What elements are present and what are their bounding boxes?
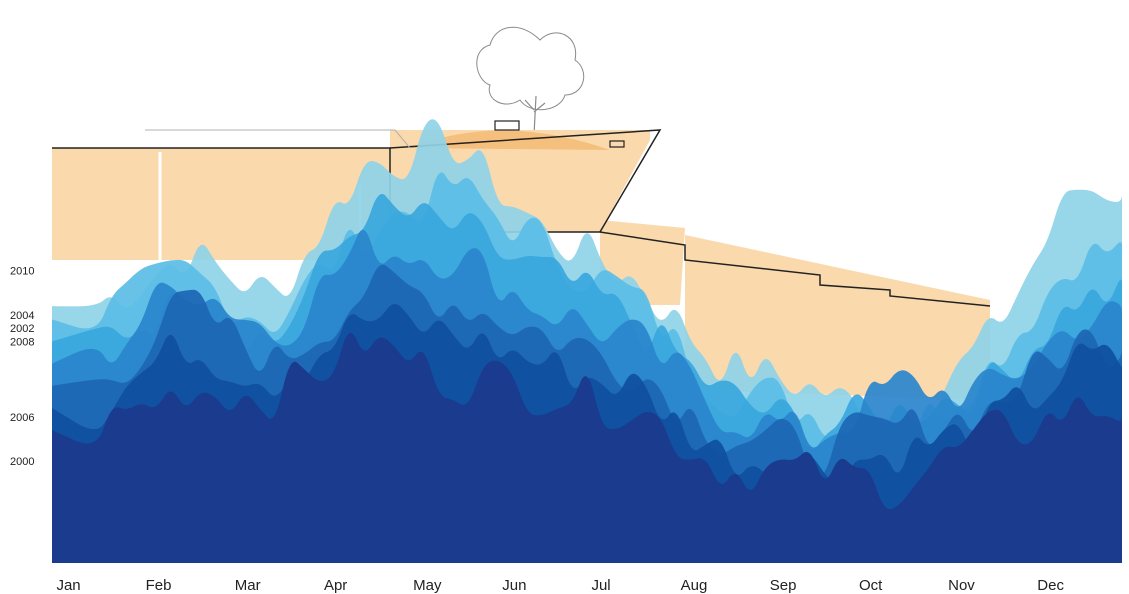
month-label: Aug [681,577,708,594]
month-label: Feb [146,577,172,594]
year-label: 2004 [10,310,34,322]
month-label: Oct [859,577,883,594]
area-layers [52,119,1122,564]
month-label: Nov [948,577,975,594]
roof-outline [389,129,662,233]
month-labels: Jan Feb Mar Apr May Jun Jul Aug Sep Oct Nov Dec [56,577,1064,594]
month-label: Sep [770,577,797,594]
roof-skylight [494,120,520,131]
year-label: 2008 [10,337,34,349]
month-label: Jul [591,577,610,594]
year-label: 2000 [10,456,34,468]
canopy-line [145,129,411,149]
month-label: Jan [56,577,80,594]
year-label: 2006 [10,412,34,424]
roof-vent [609,140,625,148]
month-label: Jun [502,577,526,594]
year-label: 2002 [10,323,34,335]
area-layer-7 [52,333,1122,563]
tree-illustration [476,26,585,136]
year-label: 2010 [10,266,34,278]
month-label: Apr [324,577,347,594]
month-label: Mar [235,577,261,594]
month-label: Dec [1037,577,1064,594]
building-section-fill-3 [685,235,990,400]
month-label: May [413,577,442,594]
